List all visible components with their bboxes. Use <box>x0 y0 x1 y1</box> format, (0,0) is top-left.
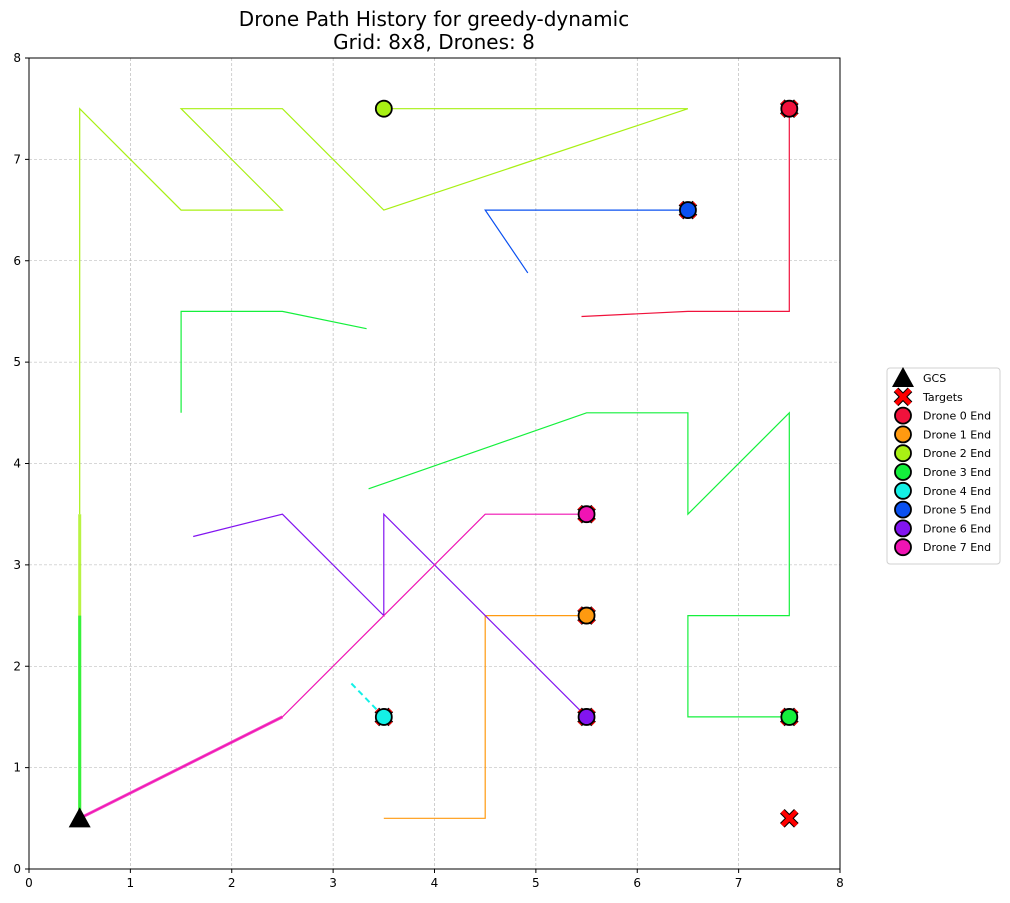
y-tick-label: 1 <box>13 761 21 775</box>
legend-drone-1-end-marker <box>894 425 912 444</box>
y-tick-label: 4 <box>13 457 21 471</box>
drone-0-end-path <box>581 108 790 318</box>
drone-4-end-path <box>350 682 385 718</box>
drone-4-end-marker <box>374 708 393 726</box>
drone-1-end-path <box>383 614 587 819</box>
x-tick-label: 7 <box>735 876 743 890</box>
x-tick-label: 3 <box>329 876 337 890</box>
drone-paths <box>78 107 790 820</box>
y-tick-label: 8 <box>13 51 21 65</box>
legend-label-drone-3-end: Drone 3 End <box>923 466 991 479</box>
target-marker <box>780 809 799 828</box>
y-tick-label: 5 <box>13 355 21 369</box>
target-x-stroke <box>780 809 798 827</box>
legend-gcs-marker <box>892 367 914 387</box>
x-tick-label: 4 <box>431 876 439 890</box>
y-tick-label: 6 <box>13 254 21 268</box>
drone-2-end-marker <box>374 99 393 118</box>
legend-drone-2-end-marker <box>894 444 912 463</box>
drone-2-end-path <box>79 107 689 515</box>
legend-label-drone-4-end: Drone 4 End <box>923 485 991 498</box>
legend-label-drone-5-end: Drone 5 End <box>923 504 991 517</box>
target-x-stroke <box>894 388 912 406</box>
legend-label-gcs: GCS <box>923 372 946 385</box>
axis-ticks: 0 1 2 3 4 5 6 7 8 0 1 2 3 4 5 6 7 8 <box>13 51 843 890</box>
x-tick-label: 0 <box>25 876 33 890</box>
legend-box <box>886 367 1001 565</box>
drone-3-end-path <box>368 411 790 718</box>
markers <box>68 99 799 828</box>
x-tick-label: 5 <box>532 876 540 890</box>
drone-5-end-marker <box>679 201 697 219</box>
legend-drone-7-end-marker <box>894 538 912 557</box>
legend-label-drone-6-end: Drone 6 End <box>923 522 991 535</box>
y-tick-label: 0 <box>13 862 21 876</box>
x-tick-label: 2 <box>228 876 236 890</box>
legend-drone-6-end-marker <box>894 519 912 538</box>
legend-drone-0-end-marker <box>894 406 912 425</box>
legend-drone-3-end-marker <box>894 463 912 481</box>
x-tick-label: 8 <box>836 876 844 890</box>
drone-5-end-path <box>484 209 688 274</box>
drone-7-end-marker <box>577 505 596 524</box>
legend-label-drone-0-end: Drone 0 End <box>923 410 991 423</box>
x-tick-label: 1 <box>127 876 135 890</box>
legend-label-drone-2-end: Drone 2 End <box>923 447 991 460</box>
legend-drone-5-end-marker <box>894 500 912 519</box>
y-tick-label: 7 <box>13 152 21 166</box>
y-tick-label: 3 <box>13 558 21 572</box>
drone-1-end-marker <box>577 606 596 625</box>
drone-0-end-marker <box>780 99 799 118</box>
legend-targets-marker <box>893 387 913 407</box>
legend-label-drone-7-end: Drone 7 End <box>923 541 991 554</box>
drone-6-end-marker <box>577 708 596 726</box>
chart-title-line-1: Drone Path History for greedy-dynamic <box>239 7 629 31</box>
chart-title-line-2: Grid: 8x8, Drones: 8 <box>333 30 535 54</box>
legend: GCS Targets Drone 0 End Drone 1 End Drone 2 … <box>886 367 1001 565</box>
drone-7-end-path <box>79 513 587 819</box>
drone-3-end-marker <box>780 708 799 726</box>
drone-3-end-path-segment <box>180 310 367 413</box>
legend-label-targets: Targets <box>922 391 963 404</box>
legend-label-drone-1-end: Drone 1 End <box>923 428 991 441</box>
gcs-marker <box>68 807 91 828</box>
y-tick-label: 2 <box>13 659 21 673</box>
legend-drone-4-end-marker <box>894 481 912 500</box>
x-tick-label: 6 <box>633 876 641 890</box>
